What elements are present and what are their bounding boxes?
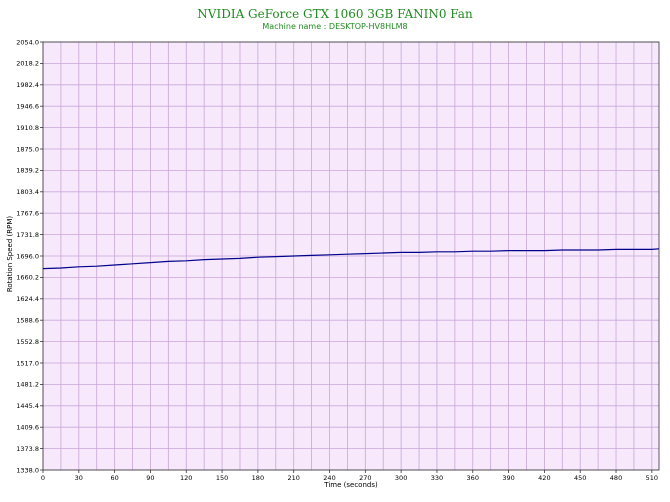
- x-tick-label: 300: [395, 474, 407, 482]
- x-axis-label: Time (seconds): [324, 481, 378, 489]
- x-tick-label: 120: [180, 474, 192, 482]
- x-tick-label: 90: [146, 474, 154, 482]
- y-tick-label: 1445.4: [16, 402, 39, 410]
- y-tick-label: 1409.6: [16, 424, 39, 432]
- x-tick-label: 390: [502, 474, 514, 482]
- series-line: [42, 248, 660, 270]
- y-tick-label: 1982.4: [16, 81, 39, 89]
- y-tick-label: 1946.6: [16, 103, 39, 111]
- y-tick-label: 1624.4: [16, 295, 39, 303]
- x-tick-label: 420: [538, 474, 550, 482]
- y-tick-label: 1839.2: [16, 167, 39, 175]
- y-tick-label: 1338.0: [16, 466, 39, 474]
- x-tick-label: 510: [646, 474, 658, 482]
- y-tick-label: 1731.8: [16, 231, 39, 239]
- x-tick-label: 0: [41, 474, 45, 482]
- y-tick-label: 1803.4: [16, 188, 39, 196]
- y-tick-label: 1588.6: [16, 317, 39, 325]
- y-tick-label: 1517.0: [16, 359, 39, 367]
- y-tick-label: 1660.2: [16, 274, 39, 282]
- y-tick-label: 2018.2: [16, 60, 39, 68]
- y-tick-label: 2054.0: [16, 38, 39, 46]
- y-tick-label: 1875.0: [16, 145, 39, 153]
- x-tick-label: 60: [110, 474, 118, 482]
- chart-title: NVIDIA GeForce GTX 1060 3GB FANIN0 Fan: [197, 7, 473, 21]
- x-tick-label: 450: [574, 474, 586, 482]
- x-tick-label: 210: [287, 474, 299, 482]
- y-tick-label: 1767.6: [16, 210, 39, 218]
- y-tick-label: 1552.8: [16, 338, 39, 346]
- x-tick-label: 360: [467, 474, 479, 482]
- x-tick-label: 330: [431, 474, 443, 482]
- x-tick-label: 480: [610, 474, 622, 482]
- x-tick-label: 180: [252, 474, 264, 482]
- y-tick-label: 1481.2: [16, 381, 39, 389]
- x-tick-label: 150: [216, 474, 228, 482]
- chart-subtitle: Machine name : DESKTOP-HV8HLM8: [262, 22, 408, 31]
- x-tick-label: 240: [323, 474, 335, 482]
- y-tick-label: 1373.8: [16, 445, 39, 453]
- y-tick-label: 1696.0: [16, 252, 39, 260]
- y-tick-label: 1910.8: [16, 124, 39, 132]
- x-tick-label: 30: [75, 474, 83, 482]
- x-tick-label: 270: [359, 474, 371, 482]
